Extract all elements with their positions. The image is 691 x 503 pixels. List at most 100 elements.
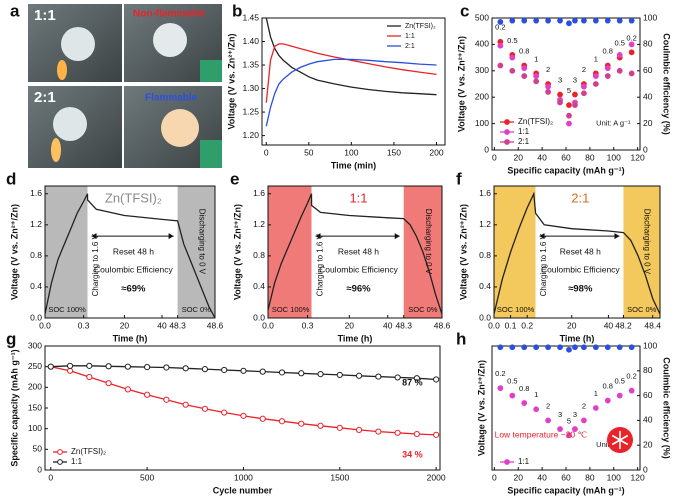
y-tick-label: 0 [37, 464, 42, 474]
data-point [394, 429, 401, 436]
data-point [66, 362, 74, 369]
y-tick-label: 0 [484, 144, 489, 154]
x-tick-label: 20 [567, 320, 577, 330]
data-point [86, 362, 93, 369]
y-tick-label: 1.40 [242, 36, 259, 46]
legend-marker [504, 129, 510, 135]
y-tick-label: 1.6 [30, 188, 42, 198]
data-point [259, 368, 266, 375]
data-point [221, 366, 228, 374]
x-tick-label: 100 [607, 152, 621, 162]
data-point [497, 62, 504, 69]
data-point [604, 397, 611, 404]
data-point [521, 65, 528, 72]
data-point [628, 70, 635, 77]
annotation: SOC 100% [272, 305, 310, 314]
y-tick-label: 0.4 [30, 281, 42, 291]
rate-label: 5 [567, 86, 571, 95]
data-point [545, 17, 551, 24]
y-axis-label: Voltage (V vs. Zn²⁺/Zn) [9, 204, 19, 300]
y-tick-label: 1.6 [253, 188, 265, 198]
rate-label: 3 [558, 410, 562, 419]
x-axis-label: Time (h) [338, 333, 373, 343]
x-tick-label: 20 [345, 320, 355, 330]
x-tick-label: 0.0 [488, 320, 500, 330]
rate-label: 0.2 [626, 372, 636, 381]
series-line [265, 43, 437, 103]
data-point [628, 41, 635, 48]
x-tick-label: 48.2 [615, 320, 632, 330]
membrane [153, 23, 187, 57]
rate-label: 1 [594, 389, 598, 398]
panel: e 0.0 0.3 20 40 48.3 48.6 0.0 0.4 0.8 1.2 1.6 Time (… [230, 169, 451, 343]
data-point [144, 363, 151, 371]
x-tick-label: 80 [585, 472, 595, 482]
data-point [509, 54, 516, 61]
rate-label: 0.5 [614, 377, 624, 386]
y-tick-label: 200 [28, 382, 42, 392]
y2-tick-label: 60 [643, 390, 653, 400]
data-point [124, 363, 131, 370]
panel-letter: e [230, 169, 239, 188]
y-tick-label: 1.45 [242, 12, 259, 22]
plot-frame [44, 185, 216, 319]
y2-axis-label: Coulmbic efficiency (%) [662, 33, 672, 135]
x-tick-label: 0 [48, 472, 53, 482]
x-tick-label: 2000 [427, 472, 446, 482]
rate-label: 1 [594, 54, 598, 63]
data-point [572, 91, 578, 98]
legend-label: 1:1 [518, 457, 530, 466]
x-tick-label: 0.2 [521, 320, 533, 330]
rate-label: 2 [582, 401, 586, 410]
x-tick-label: 48.3 [395, 320, 412, 330]
data-point [201, 405, 209, 412]
rate-label: 0.8 [519, 384, 529, 393]
annotation: Discharging to 0 V [424, 209, 433, 275]
photo-label: 1:1 [34, 7, 56, 24]
x-tick-label: 60 [561, 472, 571, 482]
annotation: Low temperature −20 ℃ [495, 430, 588, 440]
data-point [497, 385, 504, 392]
annotation: Coulombic Efficiency [541, 265, 620, 275]
data-point [317, 371, 324, 378]
data-point [413, 375, 420, 382]
photo-label: Non-flammable [133, 9, 206, 20]
data-point [566, 112, 572, 119]
data-point [628, 17, 635, 24]
x-tick-label: 20 [514, 472, 524, 482]
series-line [265, 17, 437, 96]
rate-label: 2 [546, 401, 550, 410]
glove [200, 60, 222, 82]
legend-label: 1:1 [405, 33, 415, 40]
glove [200, 140, 222, 168]
annotation: Reset 48 h [560, 246, 601, 256]
series-line [265, 58, 437, 127]
data-point [557, 17, 563, 24]
rate-label: 0.5 [507, 377, 517, 386]
data-point [628, 49, 635, 56]
y-tick-label: 1.25 [242, 106, 259, 116]
data-point [240, 367, 247, 374]
data-point [604, 17, 611, 24]
legend-marker [57, 449, 63, 455]
annotation: Charging to 1.6 V [539, 233, 548, 296]
legend-label: Zn(TFSI)₂ [71, 447, 106, 456]
data-point [533, 406, 540, 413]
data-point [581, 83, 587, 90]
annotation: Coulombic Efficiency [94, 265, 173, 275]
y-tick-label: 0.8 [479, 250, 491, 260]
annotation: ≈69% [121, 283, 146, 294]
rate-label: 0.5 [614, 39, 624, 48]
data-point [163, 364, 170, 371]
x-tick-label: 20 [514, 152, 524, 162]
data-point [521, 344, 528, 351]
plot-frame [493, 185, 661, 319]
x-tick-label: 0.0 [262, 320, 274, 330]
x-tick-label: 120 [631, 152, 645, 162]
data-point [221, 409, 228, 416]
x-tick-label: 40 [383, 320, 393, 330]
x-axis-label: Time (h) [113, 333, 148, 343]
y-axis-label: Voltage (V vs. Zn²⁺/Zn) [226, 33, 236, 129]
x-tick-label: 200 [429, 147, 443, 157]
data-point [566, 432, 572, 439]
